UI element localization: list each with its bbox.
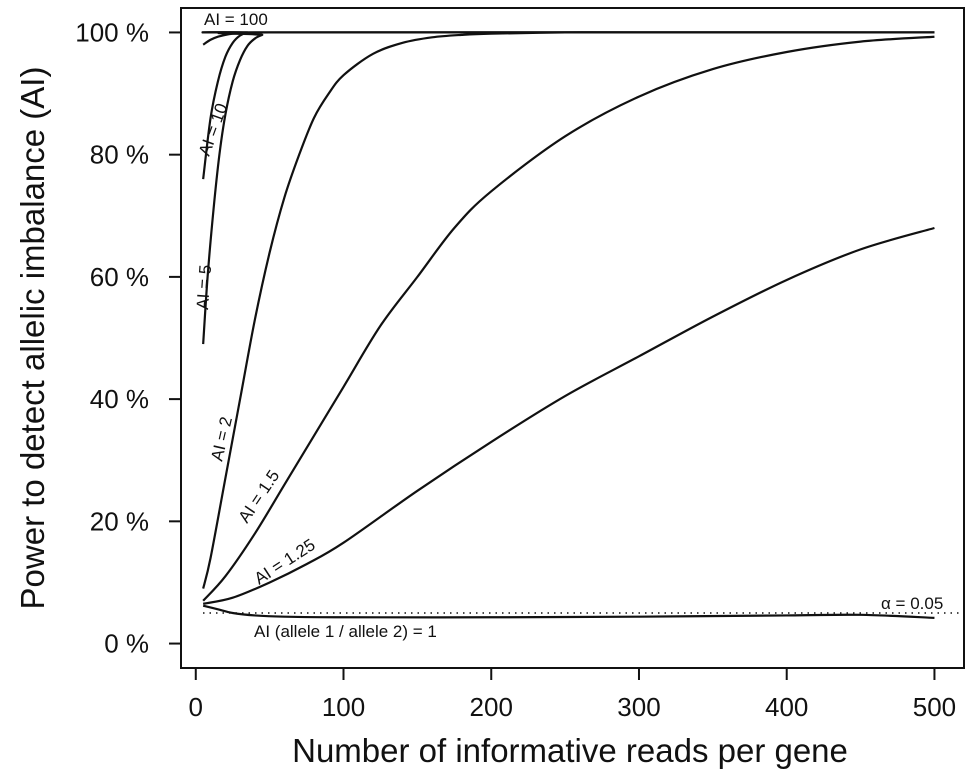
alpha-label: α = 0.05 (881, 594, 943, 613)
curve-series-1 (201, 31, 935, 180)
y-tick-label: 40 % (90, 384, 149, 414)
axes: 0 100 200 300 400 500 0 % 20 % 40 % 60 % 80 % 100 % (75, 17, 956, 722)
plot-frame (180, 7, 965, 669)
x-axis-title: Number of informative reads per gene (292, 732, 848, 769)
curve-series-4 (202, 35, 935, 602)
curve-series-2 (202, 31, 935, 345)
curve-series-6 (202, 604, 935, 619)
y-tick-label: 60 % (90, 262, 149, 292)
x-tick-label: 300 (617, 692, 660, 722)
curves (201, 31, 935, 619)
x-tick-label: 0 (189, 692, 203, 722)
y-axis-title: Power to detect allelic imbalance (AI) (14, 67, 51, 610)
curve-label-ai-10: AI = 10 (195, 101, 231, 159)
curve-label-ai-5: AI = 5 (193, 264, 215, 310)
curve-series-0 (201, 31, 935, 46)
y-tick-label: 80 % (90, 140, 149, 170)
y-tick-label: 20 % (90, 506, 149, 536)
curve-label-ai-1: AI (allele 1 / allele 2) = 1 (254, 622, 437, 641)
y-tick-label: 100 % (75, 17, 149, 47)
y-tick-label: 0 % (104, 629, 149, 659)
curve-series-5 (202, 226, 935, 605)
x-tick-label: 100 (322, 692, 365, 722)
x-tick-label: 200 (470, 692, 513, 722)
x-tick-label: 400 (765, 692, 808, 722)
curve-label-ai-1-25: AI = 1.25 (251, 535, 319, 588)
x-tick-label: 500 (913, 692, 956, 722)
curve-label-ai-100: AI = 100 (204, 10, 268, 29)
curve-label-ai-1-5: AI = 1.5 (235, 467, 284, 527)
curve-series-3 (202, 31, 935, 589)
